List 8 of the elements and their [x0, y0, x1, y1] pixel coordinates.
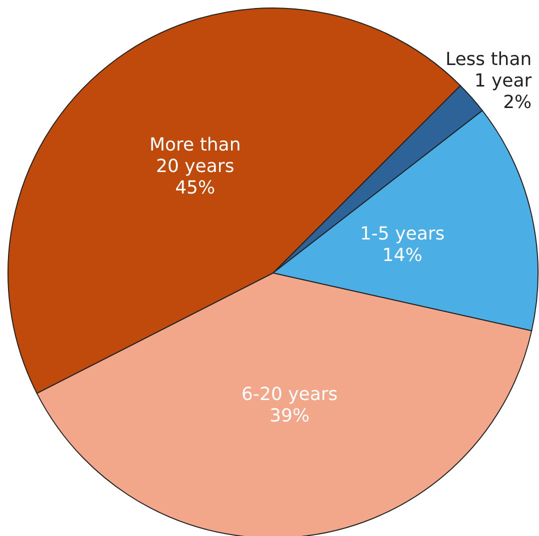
slice-label: 6-20 years: [242, 384, 338, 405]
data-label: 45%: [175, 178, 216, 199]
data-label: 39%: [270, 406, 310, 427]
slice-label: Less than 1 year: [445, 48, 532, 92]
data-label: 2%: [503, 92, 532, 114]
slice-label: 1-5 years: [360, 224, 445, 245]
slice-label: More than 20 years: [149, 134, 241, 178]
data-label: 14%: [382, 245, 422, 266]
